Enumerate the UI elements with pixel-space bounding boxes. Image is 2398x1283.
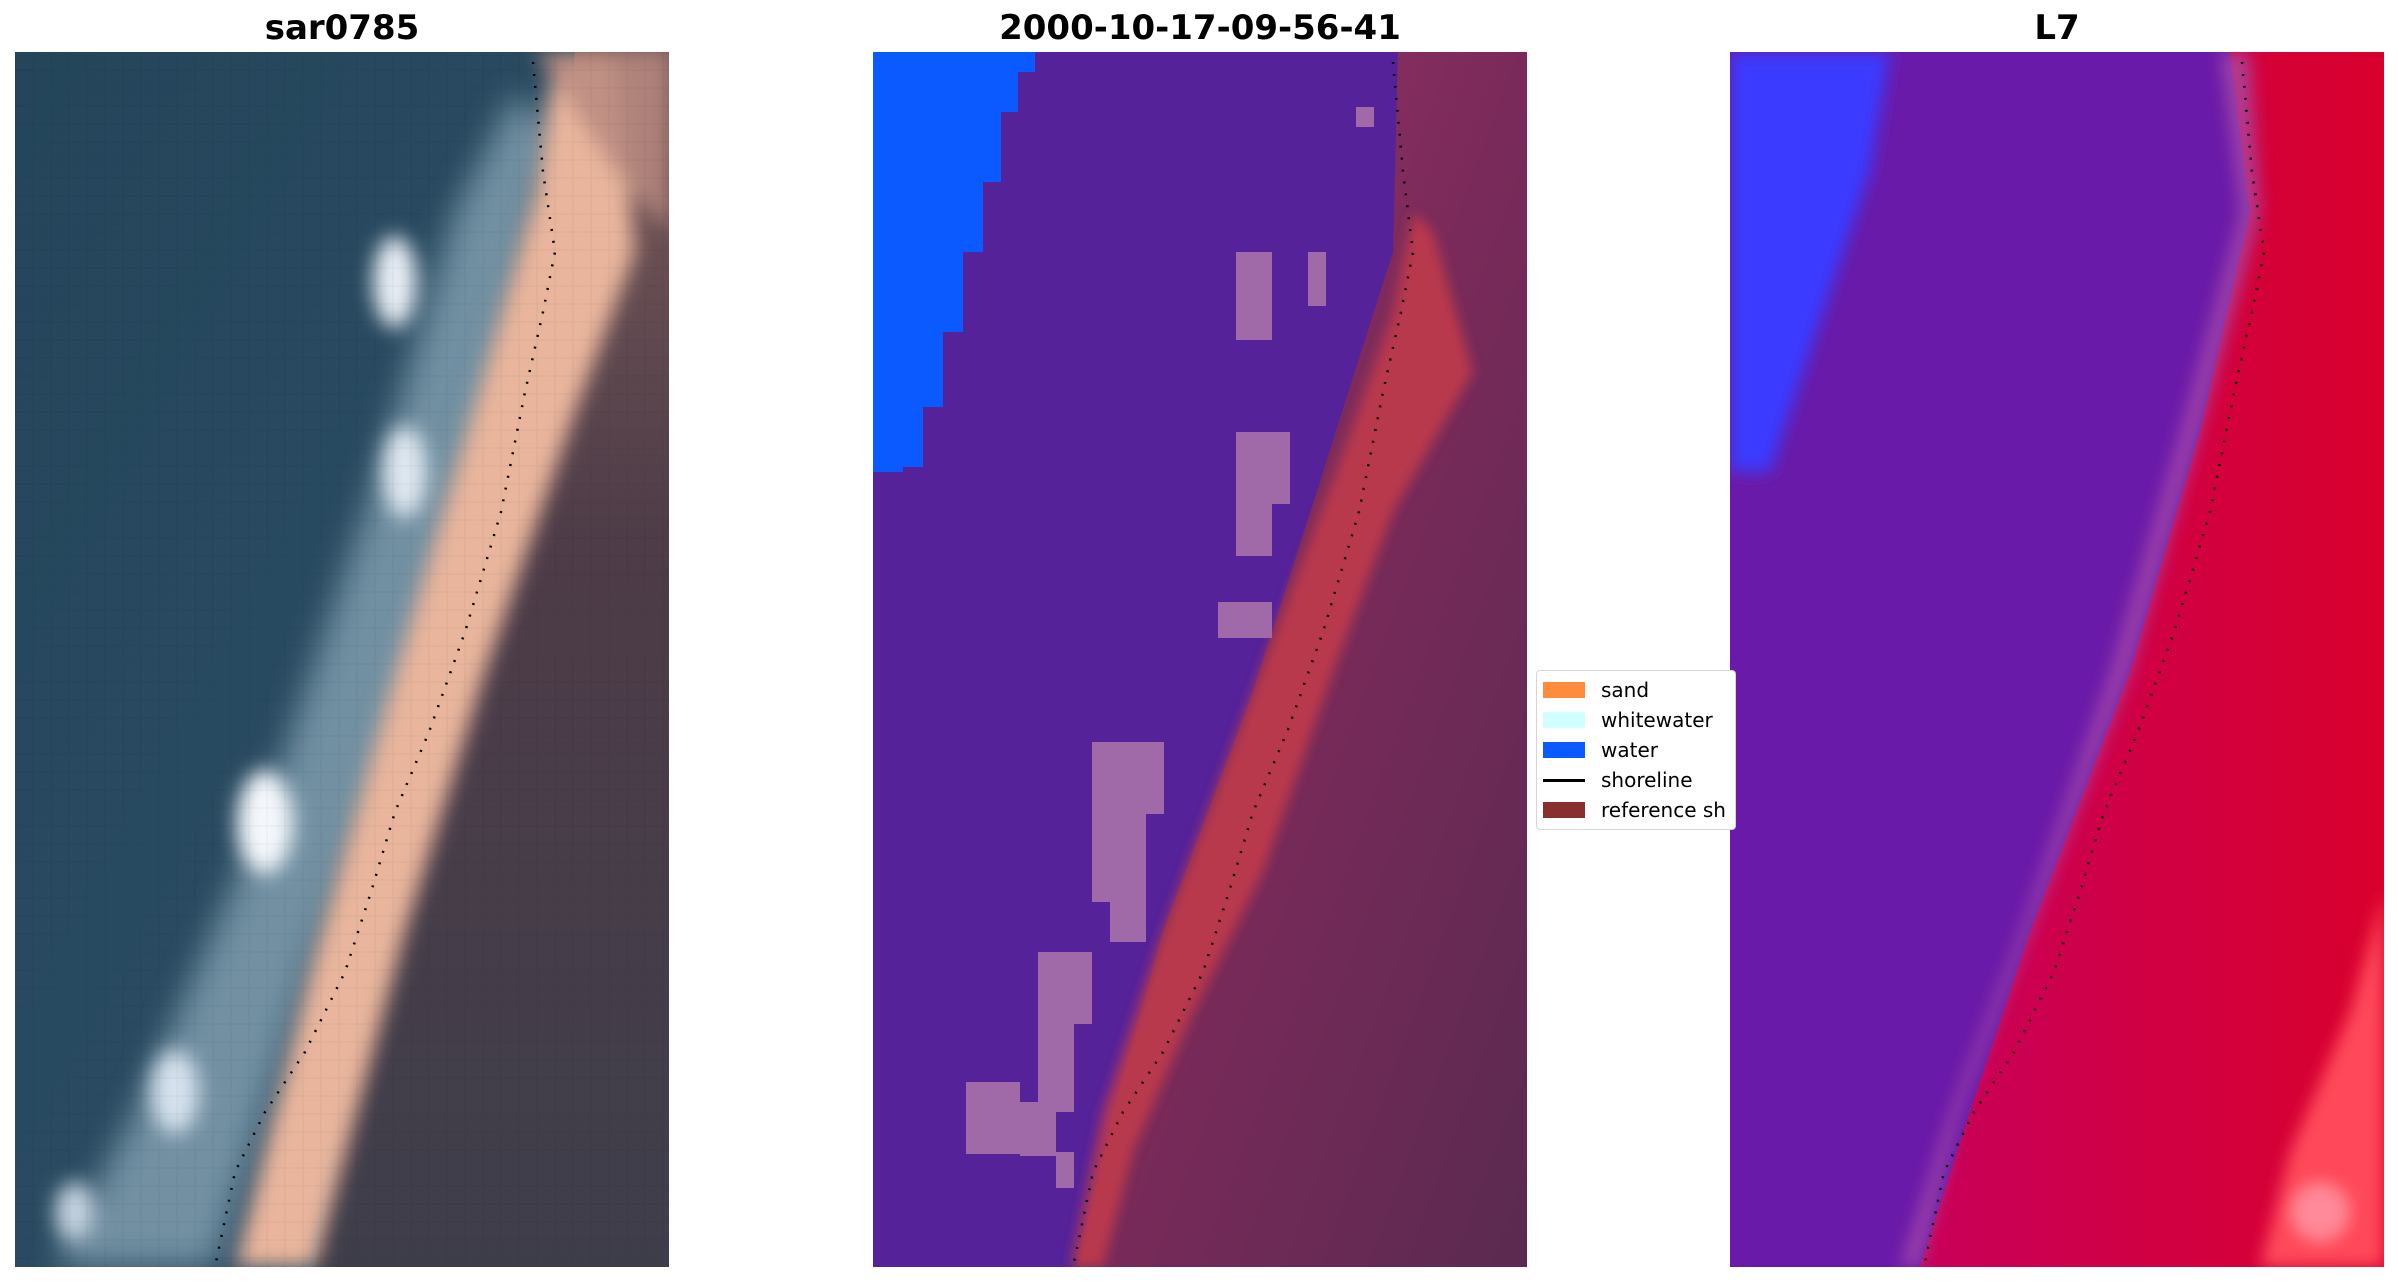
- rgb-image-panel: [15, 52, 669, 1267]
- legend-item-shoreline: shoreline: [1543, 765, 1693, 795]
- panel-title-index: L7: [2034, 8, 2080, 48]
- shoreline-dots: [213, 61, 557, 1267]
- whitewater-swatch: [1543, 712, 1585, 728]
- panel-title-classified: 2000-10-17-09-56-41: [999, 8, 1401, 48]
- legend-label: whitewater: [1601, 708, 1713, 732]
- legend-label: water: [1601, 738, 1658, 762]
- panel-title-rgb: sar0785: [264, 8, 420, 48]
- legend-item-reference-shoreline: reference sh: [1543, 795, 1726, 825]
- rgb-image: [15, 52, 669, 1267]
- classified-image-panel: [873, 52, 1527, 1267]
- blue-area: [1730, 52, 1890, 472]
- reference-swatch: [1543, 802, 1585, 818]
- red-area: [1920, 52, 2384, 1267]
- water-class-area: [873, 52, 1035, 472]
- legend-label: shoreline: [1601, 768, 1693, 792]
- water-swatch: [1543, 742, 1585, 758]
- index-image: [1730, 52, 2384, 1267]
- legend-item-whitewater: whitewater: [1543, 705, 1713, 735]
- legend-label: sand: [1601, 678, 1650, 702]
- index-image-panel: [1730, 52, 2384, 1267]
- legend-label: reference sh: [1601, 798, 1726, 822]
- shoreline-dots: [1071, 61, 1415, 1267]
- legend-item-water: water: [1543, 735, 1658, 765]
- classified-image: [873, 52, 1527, 1267]
- legend: sand whitewater water shoreline referenc…: [1536, 670, 1736, 830]
- bright-red-corner: [2260, 892, 2384, 1267]
- sand-class-area: [1071, 212, 1473, 1267]
- whitewater-class-patches: [966, 107, 1374, 1188]
- shoreline-dots: [1922, 61, 2266, 1267]
- legend-item-sand: sand: [1543, 675, 1649, 705]
- sand-swatch: [1543, 682, 1585, 698]
- shoreline-line-swatch: [1543, 778, 1585, 782]
